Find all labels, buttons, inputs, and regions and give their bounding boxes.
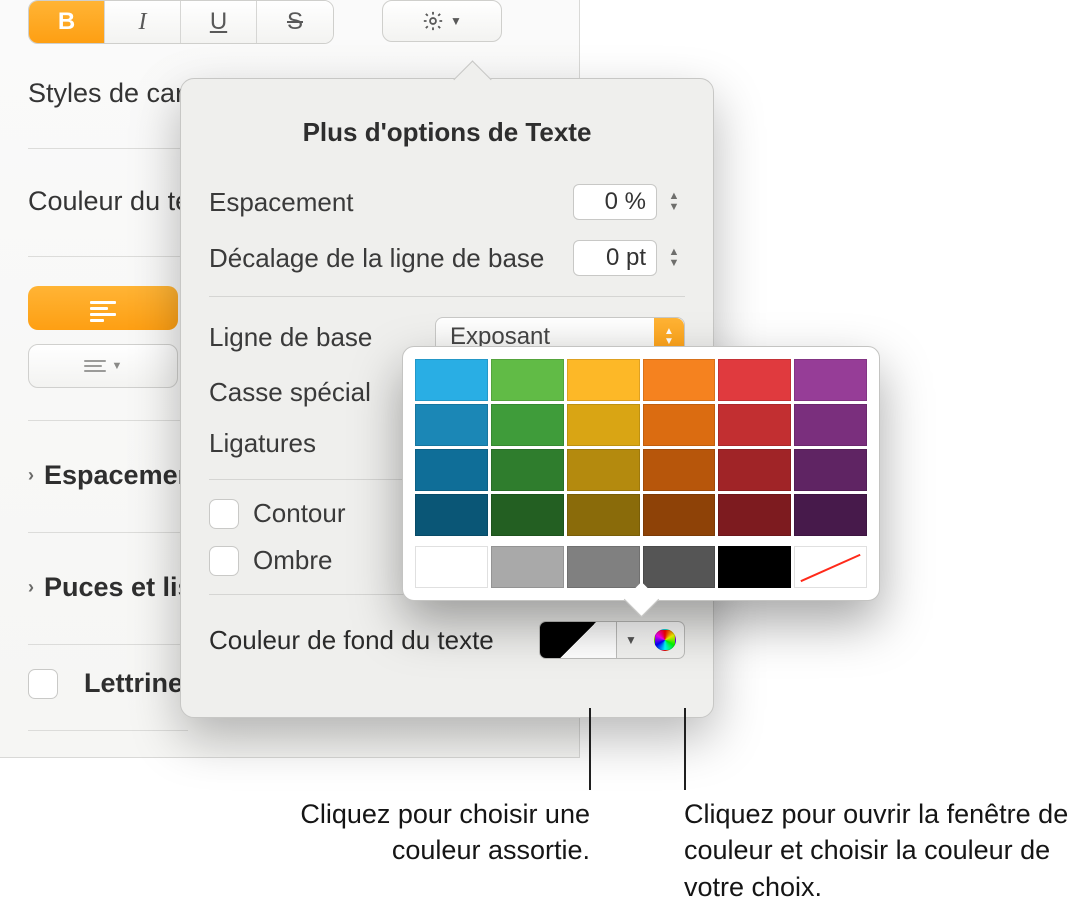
indent-lines-icon — [84, 357, 106, 375]
color-swatch[interactable] — [643, 359, 716, 401]
color-swatch[interactable] — [718, 359, 791, 401]
color-swatch[interactable] — [491, 359, 564, 401]
chevron-right-icon: › — [28, 577, 34, 598]
color-swatch[interactable] — [643, 494, 716, 536]
color-swatch[interactable] — [567, 546, 640, 588]
gear-icon — [422, 10, 444, 32]
color-swatch[interactable] — [491, 546, 564, 588]
divider — [28, 644, 188, 645]
color-swatch[interactable] — [491, 404, 564, 446]
chevron-right-icon: › — [28, 465, 34, 486]
color-swatch[interactable] — [491, 449, 564, 491]
color-swatch[interactable] — [415, 546, 488, 588]
format-segment-row: B I U S ▼ — [28, 0, 502, 44]
tracking-stepper[interactable]: 0 % ▲▼ — [573, 184, 685, 220]
tracking-row: Espacement 0 % ▲▼ — [181, 174, 713, 230]
color-swatch[interactable] — [567, 404, 640, 446]
color-swatch[interactable] — [794, 404, 867, 446]
color-swatch[interactable] — [794, 494, 867, 536]
callout-left-text: Cliquez pour choisir une couleur assorti… — [220, 796, 590, 869]
outline-label: Contour — [253, 498, 346, 529]
tracking-label: Espacement — [209, 187, 354, 218]
dropcap-row[interactable]: Lettrine — [28, 668, 183, 699]
shadow-label: Ombre — [253, 545, 332, 576]
color-swatch[interactable] — [794, 449, 867, 491]
text-style-segmented: B I U S — [28, 0, 334, 44]
color-well-button[interactable] — [539, 621, 617, 659]
color-swatch[interactable] — [643, 449, 716, 491]
divider — [28, 256, 188, 257]
chevron-down-icon: ▼ — [112, 360, 123, 372]
no-color-swatch[interactable] — [794, 546, 867, 588]
dropcap-checkbox[interactable] — [28, 669, 58, 699]
color-swatch[interactable] — [718, 546, 791, 588]
capitalization-label: Casse spécial — [209, 377, 371, 408]
swatch-neutrals-row — [415, 546, 867, 588]
color-wheel-icon — [654, 629, 676, 651]
text-bg-color-label: Couleur de fond du texte — [209, 625, 494, 656]
bullets-disclosure[interactable]: › Puces et lis — [28, 572, 193, 603]
underline-button[interactable]: U — [181, 1, 257, 43]
tracking-value[interactable]: 0 % — [573, 184, 657, 220]
color-swatch[interactable] — [567, 359, 640, 401]
color-swatch[interactable] — [415, 494, 488, 536]
color-swatch[interactable] — [491, 494, 564, 536]
color-swatch[interactable] — [718, 404, 791, 446]
divider — [209, 296, 685, 297]
baseline-shift-stepper[interactable]: 0 pt ▲▼ — [573, 240, 685, 276]
callout-line — [589, 708, 591, 790]
bold-button[interactable]: B — [29, 1, 105, 43]
dropcap-label: Lettrine — [84, 668, 183, 699]
popover-title: Plus d'options de Texte — [181, 117, 713, 148]
shadow-checkbox[interactable] — [209, 546, 239, 576]
color-swatch[interactable] — [415, 449, 488, 491]
divider — [28, 148, 188, 149]
divider — [28, 532, 188, 533]
baseline-shift-row: Décalage de la ligne de base 0 pt ▲▼ — [181, 230, 713, 286]
color-well-chevron[interactable]: ▼ — [617, 621, 645, 659]
baseline-shift-label: Décalage de la ligne de base — [209, 243, 544, 274]
ligatures-label: Ligatures — [209, 428, 316, 459]
baseline-shift-value[interactable]: 0 pt — [573, 240, 657, 276]
italic-button[interactable]: I — [105, 1, 181, 43]
baseline-label: Ligne de base — [209, 322, 372, 353]
text-bg-color-row: Couleur de fond du texte ▼ — [181, 605, 713, 659]
color-swatch[interactable] — [794, 359, 867, 401]
color-swatch[interactable] — [718, 449, 791, 491]
callout-right-text: Cliquez pour ouvrir la fenêtre de couleu… — [684, 796, 1079, 905]
character-styles-label: Styles de cara — [28, 78, 199, 109]
color-wheel-button[interactable] — [645, 621, 685, 659]
more-options-button[interactable]: ▼ — [382, 0, 502, 42]
chevron-down-icon: ▼ — [450, 14, 462, 28]
color-swatch[interactable] — [643, 404, 716, 446]
color-swatch[interactable] — [567, 449, 640, 491]
text-color-label: Couleur du tex — [28, 186, 204, 217]
color-swatch[interactable] — [567, 494, 640, 536]
color-swatch[interactable] — [415, 359, 488, 401]
spacing-disclosure[interactable]: › Espacemen — [28, 460, 194, 491]
swatch-grid — [415, 359, 867, 536]
callout-line — [684, 708, 686, 790]
indent-button[interactable]: ▼ — [28, 344, 178, 388]
stepper-arrows-icon[interactable]: ▲▼ — [663, 184, 685, 220]
strikethrough-button[interactable]: S — [257, 1, 333, 43]
stepper-arrows-icon[interactable]: ▲▼ — [663, 240, 685, 276]
color-palette-popover — [402, 346, 880, 601]
align-left-button[interactable] — [28, 286, 178, 330]
outline-checkbox[interactable] — [209, 499, 239, 529]
spacing-disclosure-label: Espacemen — [44, 460, 194, 491]
divider — [28, 420, 188, 421]
color-swatch[interactable] — [415, 404, 488, 446]
color-swatch[interactable] — [718, 494, 791, 536]
color-swatch[interactable] — [643, 546, 716, 588]
align-left-icon — [90, 298, 116, 318]
divider — [28, 730, 188, 731]
bullets-disclosure-label: Puces et lis — [44, 572, 193, 603]
